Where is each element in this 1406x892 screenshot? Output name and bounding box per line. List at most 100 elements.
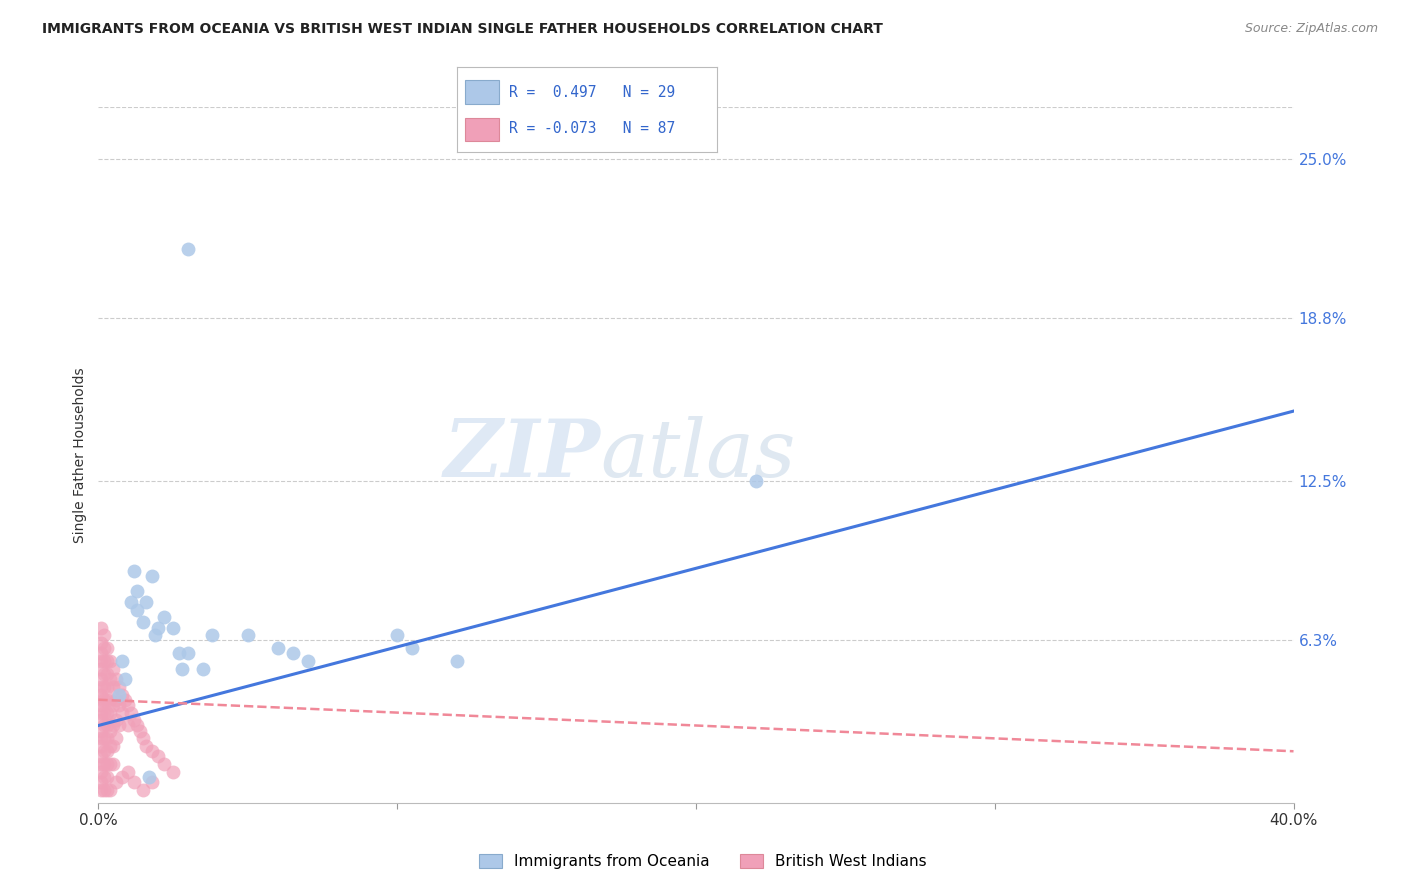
Point (93, 744, 115, 758)
Point (132, 731, 155, 746)
Point (162, 764, 184, 779)
Point (93, 757, 115, 772)
Point (100, 706, 122, 720)
Point (96, 680, 118, 694)
Point (90, 739, 112, 753)
Point (111, 688, 134, 702)
Point (281, 646, 304, 660)
Point (90, 698, 112, 712)
Point (141, 744, 163, 758)
Text: Source: ZipAtlas.com: Source: ZipAtlas.com (1244, 22, 1378, 36)
Point (103, 757, 125, 772)
Point (127, 584, 149, 599)
Point (90, 775, 112, 789)
Point (108, 718, 131, 732)
Point (153, 610, 176, 624)
Point (90, 621, 112, 635)
Point (100, 783, 122, 797)
Point (745, 474, 768, 488)
Point (96, 744, 118, 758)
Point (267, 641, 290, 656)
Point (108, 698, 131, 712)
Point (127, 718, 149, 732)
Point (124, 775, 146, 789)
Point (93, 770, 115, 784)
Point (114, 692, 136, 706)
Point (124, 564, 146, 578)
Point (90, 662, 112, 676)
Point (103, 718, 125, 732)
Point (111, 770, 134, 784)
Point (103, 662, 125, 676)
Point (90, 731, 112, 746)
Point (90, 783, 112, 797)
FancyBboxPatch shape (465, 118, 499, 142)
Point (96, 654, 118, 668)
Point (124, 714, 146, 728)
Text: IMMIGRANTS FROM OCEANIA VS BRITISH WEST INDIAN SINGLE FATHER HOUSEHOLDS CORRELAT: IMMIGRANTS FROM OCEANIA VS BRITISH WEST … (42, 22, 883, 37)
Point (103, 698, 125, 712)
Point (105, 672, 128, 686)
Point (100, 692, 122, 706)
Point (297, 654, 319, 668)
Point (103, 739, 125, 753)
Point (141, 775, 163, 789)
Point (90, 749, 112, 764)
Point (201, 628, 224, 642)
Point (96, 757, 118, 772)
Point (132, 615, 155, 630)
Text: atlas: atlas (600, 417, 796, 493)
Point (127, 602, 149, 616)
Point (93, 692, 115, 706)
Point (446, 654, 468, 668)
Point (90, 636, 112, 650)
Point (105, 775, 128, 789)
Text: R =  0.497   N = 29: R = 0.497 N = 29 (509, 85, 675, 100)
Point (90, 692, 112, 706)
Point (105, 731, 128, 746)
Legend: Immigrants from Oceania, British West Indians: Immigrants from Oceania, British West In… (472, 848, 934, 875)
Point (100, 654, 122, 668)
Text: ZIP: ZIP (443, 417, 600, 493)
Point (177, 646, 200, 660)
Point (90, 680, 112, 694)
Point (96, 731, 118, 746)
Point (93, 628, 115, 642)
Point (90, 646, 112, 660)
Point (105, 692, 128, 706)
Point (111, 706, 134, 720)
Point (132, 783, 155, 797)
Point (129, 723, 152, 738)
Y-axis label: Single Father Households: Single Father Households (73, 368, 87, 542)
Point (108, 688, 131, 702)
Point (148, 749, 170, 764)
Point (90, 764, 112, 779)
Point (100, 739, 122, 753)
Point (96, 783, 118, 797)
Point (93, 654, 115, 668)
Point (167, 646, 190, 660)
Point (93, 641, 115, 656)
Point (153, 757, 176, 772)
Point (93, 706, 115, 720)
Point (96, 770, 118, 784)
Point (111, 654, 134, 668)
FancyBboxPatch shape (465, 80, 499, 104)
Point (96, 641, 118, 656)
Point (90, 654, 112, 668)
Point (90, 723, 112, 738)
Point (117, 718, 139, 732)
Point (90, 714, 112, 728)
Point (96, 667, 118, 681)
Point (90, 757, 112, 772)
Point (191, 662, 214, 676)
Point (93, 667, 115, 681)
Point (90, 672, 112, 686)
Point (96, 718, 118, 732)
Point (135, 739, 157, 753)
Point (105, 714, 128, 728)
Point (93, 680, 115, 694)
Point (100, 723, 122, 738)
Point (120, 706, 142, 720)
Point (385, 628, 409, 642)
